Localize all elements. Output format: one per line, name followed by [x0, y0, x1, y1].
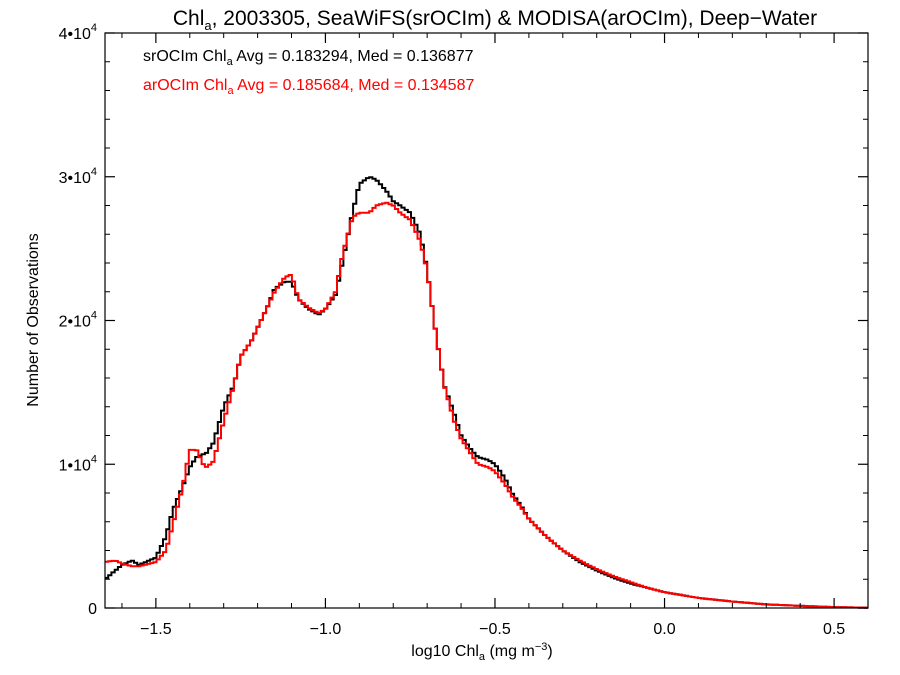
- y-axis: 0 1•104 2•104 3•104 4•104: [59, 22, 868, 618]
- x-label-post: (mg m: [485, 643, 535, 660]
- series-line-0: [105, 176, 868, 609]
- series-layer: [105, 176, 868, 609]
- chart-title: Chla, 2003305, SeaWiFS(srOCIm) & MODISA(…: [173, 7, 817, 33]
- stats-annotations: srOCIm Chla Avg = 0.183294, Med = 0.1368…: [143, 48, 474, 97]
- x-tick-label-2: −0.5: [479, 621, 511, 638]
- x-label-sub: a: [479, 651, 486, 663]
- stats-annotation-1: arOCIm Chla Avg = 0.185684, Med = 0.1345…: [143, 77, 474, 97]
- x-tick-label-0: −1.5: [140, 621, 172, 638]
- chart-title-post: , 2003305, SeaWiFS(srOCIm) & MODISA(arOC…: [212, 7, 817, 30]
- chart-title-pre: Chl: [173, 7, 205, 30]
- y-tick-label-4: 4•104: [59, 22, 97, 43]
- x-label-pre: log10 Chl: [411, 643, 479, 660]
- x-axis-label: log10 Chla (mg m−3): [411, 641, 552, 663]
- x-label-sup: −3: [535, 641, 548, 653]
- series-line-1: [105, 201, 868, 609]
- x-label-end: ): [547, 643, 552, 660]
- x-tick-label-1: −1.0: [310, 621, 342, 638]
- y-tick-label-3: 3•104: [59, 166, 97, 187]
- x-tick-label-3: 0.0: [653, 621, 675, 638]
- chart-title-sub: a: [204, 18, 212, 33]
- x-tick-label-4: 0.5: [823, 621, 845, 638]
- plot-frame: [104, 32, 869, 609]
- y-tick-label-1: 1•104: [59, 453, 97, 474]
- y-tick-label-2: 2•104: [59, 310, 97, 331]
- y-tick-label-0: 0: [88, 601, 97, 618]
- y-axis-label: Number of Observations: [25, 233, 42, 406]
- x-axis: −1.5 −1.0 −0.5 0.0 0.5: [121, 33, 869, 638]
- stats-annotation-0: srOCIm Chla Avg = 0.183294, Med = 0.1368…: [143, 48, 474, 68]
